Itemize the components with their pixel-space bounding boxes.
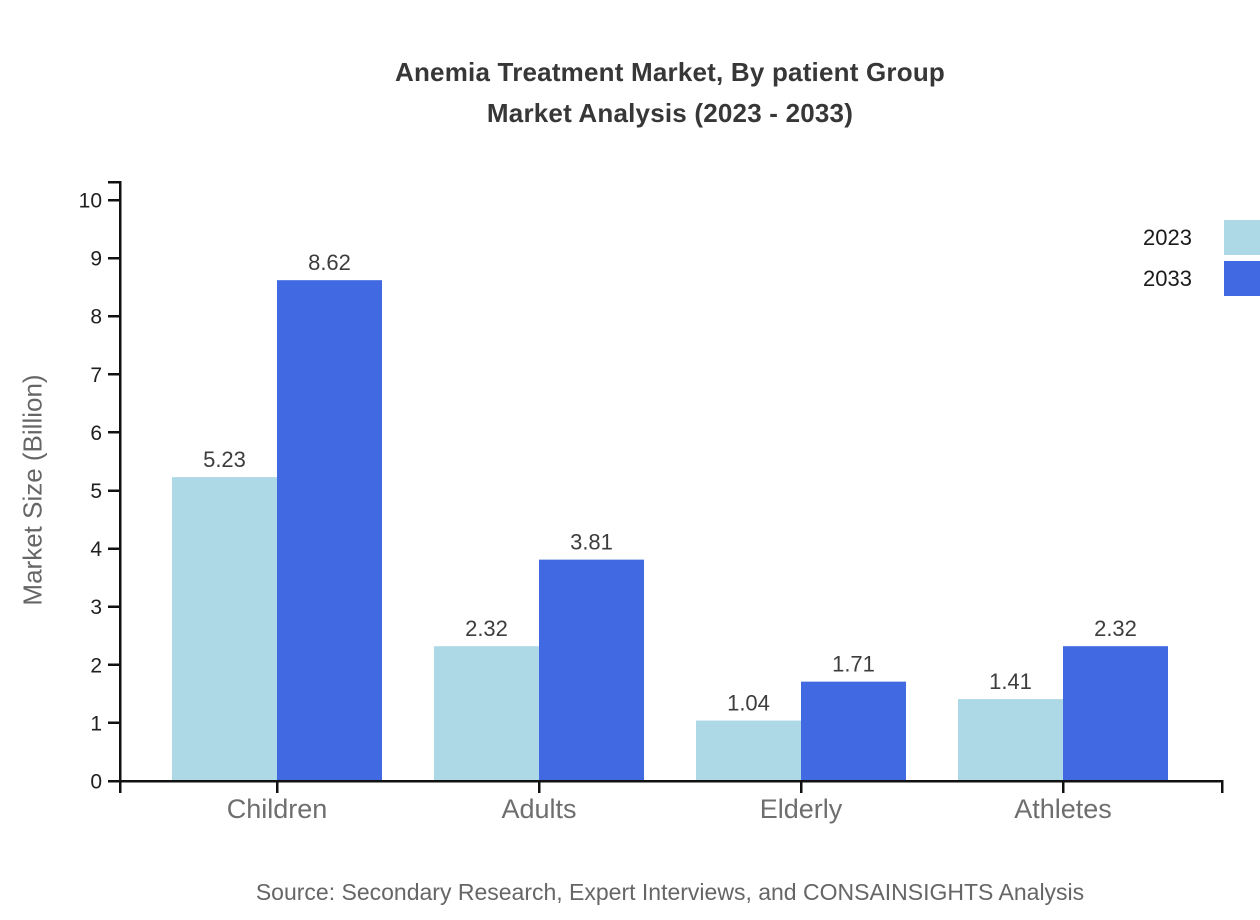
y-tick-label-6: 6: [90, 422, 102, 445]
x-tick-label-elderly: Elderly: [760, 794, 843, 824]
x-tick-label-children: Children: [227, 794, 328, 824]
value-label-2033-children: 8.62: [308, 250, 351, 275]
y-tick-label-8: 8: [90, 306, 102, 329]
chart-title-line1: Anemia Treatment Market, By patient Grou…: [395, 57, 945, 87]
source-note: Source: Secondary Research, Expert Inter…: [255, 879, 1085, 905]
y-tick-label-9: 9: [90, 248, 102, 271]
legend-item-2033: 2033: [1143, 261, 1260, 296]
legend-swatch-2023: [1224, 220, 1260, 255]
chart-title: Anemia Treatment Market, By patient Grou…: [90, 52, 1250, 134]
y-tick-label-10: 10: [79, 190, 102, 213]
legend-label-2033: 2033: [1143, 265, 1192, 291]
bar-2033-children: [277, 280, 382, 781]
value-label-2033-elderly: 1.71: [832, 652, 875, 677]
y-tick-label-1: 1: [90, 712, 102, 735]
y-tick-label-2: 2: [90, 654, 102, 677]
y-tick-label-3: 3: [90, 596, 102, 619]
bar-2033-athletes: [1063, 646, 1168, 781]
value-label-2033-athletes: 2.32: [1094, 616, 1137, 641]
chart-title-line2: Market Analysis (2023 - 2033): [486, 98, 854, 128]
bar-2023-athletes: [958, 699, 1063, 781]
legend-label-2023: 2023: [1143, 224, 1192, 250]
x-tick-label-adults: Adults: [501, 794, 576, 824]
y-tick-label-5: 5: [90, 480, 102, 503]
value-label-2023-children: 5.23: [203, 447, 246, 472]
bar-2023-elderly: [696, 720, 801, 781]
bar-2033-elderly: [801, 681, 906, 781]
x-axis-line: [118, 779, 1224, 793]
value-label-2033-adults: 3.81: [570, 530, 613, 555]
y-tick-label-4: 4: [90, 538, 102, 561]
y-tick-label-0: 0: [90, 771, 102, 794]
bar-2033-adults: [539, 559, 644, 781]
x-tick-label-athletes: Athletes: [1014, 794, 1112, 824]
value-label-2023-elderly: 1.04: [727, 691, 770, 716]
legend-swatch-2033: [1224, 261, 1260, 296]
value-label-2023-adults: 2.32: [465, 616, 508, 641]
bar-2023-adults: [434, 646, 539, 781]
legend: 2023 2033: [1143, 220, 1260, 296]
y-axis-line: [108, 180, 122, 781]
value-label-2023-athletes: 1.41: [989, 669, 1032, 694]
y-tick-label-7: 7: [90, 364, 102, 387]
bar-2023-children: [172, 477, 277, 781]
legend-item-2023: 2023: [1143, 220, 1260, 255]
